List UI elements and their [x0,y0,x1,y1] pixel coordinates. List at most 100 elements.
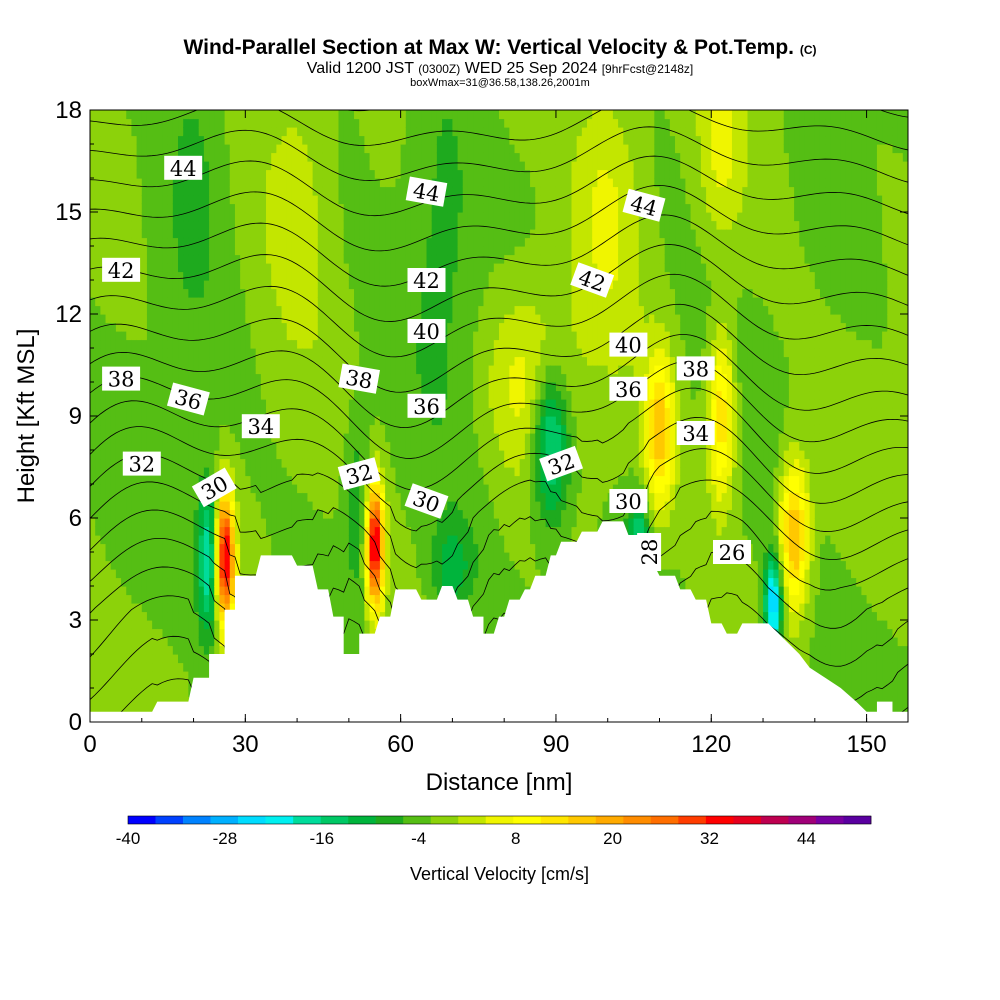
field-cell [178,254,184,264]
field-cell [297,526,303,536]
field-cell [421,254,428,264]
field-cell [410,135,417,145]
field-cell [291,475,298,485]
field-cell [219,152,226,162]
field-cell [172,246,179,256]
field-cell [317,501,324,511]
field-cell [188,110,195,120]
field-cell [405,569,412,579]
field-cell [240,178,246,188]
field-cell [193,203,200,213]
field-cell [234,118,241,128]
field-cell [141,671,148,681]
field-cell [266,127,272,137]
field-cell [240,263,246,273]
field-cell [126,186,133,196]
field-cell [359,356,365,366]
field-cell [302,212,309,222]
field-cell [95,271,101,281]
field-cell [245,144,252,154]
field-cell [193,441,200,451]
field-cell [317,484,324,494]
field-cell [348,246,355,256]
field-cell [131,212,138,222]
field-cell [374,577,381,587]
field-cell [385,484,391,494]
field-cell [328,424,334,434]
field-cell [416,246,422,256]
field-cell [266,297,272,307]
field-cell [152,518,158,528]
field-cell [271,271,277,281]
field-cell [131,552,138,562]
field-cell [395,390,402,400]
field-cell [250,212,257,222]
field-cell [276,509,283,519]
field-cell [162,569,169,579]
field-cell [136,662,143,672]
field-cell [307,127,314,137]
field-cell [312,305,319,315]
field-cell [193,662,200,672]
field-cell [369,526,376,536]
field-cell [276,450,283,460]
field-cell [307,441,314,451]
field-cell [276,348,283,358]
field-cell [302,237,309,247]
field-cell [359,237,365,247]
field-cell [291,552,298,562]
field-cell [234,280,241,290]
field-cell [260,348,267,358]
field-cell [250,297,257,307]
field-cell [359,399,365,409]
field-cell [348,543,355,553]
field-cell [240,246,246,256]
field-cell [359,118,365,128]
field-cell [447,560,454,570]
field-cell [374,348,381,358]
field-cell [203,594,210,604]
field-cell [90,365,96,375]
field-cell [338,178,345,188]
field-cell [240,348,246,358]
field-cell [136,611,143,621]
field-cell [141,169,148,179]
field-cell [209,339,215,349]
field-cell [359,186,365,196]
field-cell [390,331,397,341]
field-cell [157,297,164,307]
field-cell [115,203,122,213]
field-cell [364,110,371,120]
field-cell [188,254,195,264]
field-cell [436,144,443,154]
field-cell [354,144,360,154]
field-cell [338,161,345,171]
field-cell [95,118,101,128]
field-cell [214,305,221,315]
field-cell [348,178,355,188]
field-cell [90,603,96,613]
field-cell [416,467,422,477]
field-cell [338,331,345,341]
field-cell [390,297,397,307]
field-cell [146,322,153,332]
field-cell [167,586,174,596]
field-cell [333,212,340,222]
field-cell [178,127,184,137]
field-cell [214,169,221,179]
field-cell [286,212,293,222]
field-cell [328,314,334,324]
field-cell [245,212,252,222]
field-cell [146,246,153,256]
field-cell [328,254,334,264]
field-cell [333,467,340,477]
field-cell [234,433,241,443]
field-cell [214,220,221,230]
field-cell [338,254,345,264]
field-cell [126,416,133,426]
field-cell [354,169,360,179]
field-cell [183,322,189,332]
field-cell [146,594,153,604]
field-cell [126,110,133,120]
field-cell [131,594,138,604]
